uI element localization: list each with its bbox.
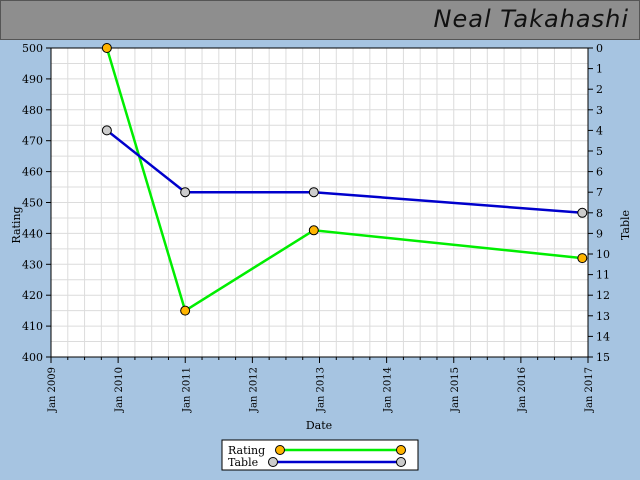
y2-tick-label: 12 <box>596 289 610 302</box>
data-point-rating <box>577 253 588 264</box>
y2-tick-label: 15 <box>596 351 610 364</box>
x-tick-label: Jan 2012 <box>248 367 259 413</box>
data-point-rating <box>101 43 112 53</box>
y2-tick-label: 5 <box>596 145 603 158</box>
y-tick-label: 400 <box>22 351 43 364</box>
legend-marker <box>268 457 278 467</box>
grid-lines <box>50 47 589 358</box>
x-tick-label: Jan 2015 <box>450 367 461 413</box>
y2-tick-label: 3 <box>596 104 603 117</box>
legend-marker <box>396 457 406 467</box>
data-point-table <box>101 125 112 136</box>
legend-marker <box>396 445 406 455</box>
y-tick-label: 480 <box>22 104 43 117</box>
x-tick-label: Jan 2013 <box>316 367 327 413</box>
x-tick-label: Jan 2010 <box>114 367 125 413</box>
y2-tick-label: 7 <box>596 186 603 199</box>
x-tick-label: Jan 2014 <box>383 367 394 413</box>
y2-tick-label: 4 <box>596 124 603 137</box>
x-tick-label: Jan 2017 <box>584 367 595 413</box>
data-point-table <box>577 207 588 218</box>
x-tick-label: Jan 2009 <box>47 367 58 413</box>
y2-tick-label: 9 <box>596 227 603 240</box>
y-tick-label: 450 <box>22 197 43 210</box>
y-axis-label: Rating <box>10 206 23 243</box>
y2-tick-label: 10 <box>596 248 610 261</box>
y2-tick-label: 6 <box>596 166 603 179</box>
y2-tick-label: 1 <box>596 63 603 76</box>
legend-label: Table <box>228 456 258 469</box>
header-bar: Neal Takahashi <box>0 0 640 40</box>
y2-tick-label: 0 <box>596 42 603 55</box>
y2-tick-label: 2 <box>596 83 603 96</box>
y-tick-label: 500 <box>22 42 43 55</box>
data-point-table <box>180 187 191 198</box>
legend-box <box>221 439 419 471</box>
legend-marker <box>275 445 285 455</box>
y-tick-label: 490 <box>22 73 43 86</box>
y2-tick-label: 11 <box>596 269 610 282</box>
y2-tick-label: 8 <box>596 207 603 220</box>
player-name: Neal Takahashi <box>433 5 629 33</box>
y-tick-label: 460 <box>22 166 43 179</box>
data-point-rating <box>180 305 191 316</box>
series-line-rating <box>105 47 583 313</box>
series-layer <box>101 43 588 316</box>
x-tick-label: Jan 2016 <box>517 367 528 413</box>
y-tick-label: 470 <box>22 135 43 148</box>
y-tick-label: 410 <box>22 320 43 333</box>
data-point-table <box>308 187 319 198</box>
y-tick-label: 420 <box>22 289 43 302</box>
y-tick-label: 440 <box>22 227 43 240</box>
y2-tick-label: 13 <box>596 310 610 323</box>
y-tick-label: 430 <box>22 258 43 271</box>
y2-axis-label: Table <box>619 210 632 240</box>
legend-label: Rating <box>228 444 265 457</box>
y2-tick-label: 14 <box>596 330 610 343</box>
x-axis-label: Date <box>306 419 332 432</box>
series-line-table <box>106 129 583 215</box>
data-point-rating <box>308 225 319 236</box>
x-tick-label: Jan 2011 <box>181 367 192 413</box>
